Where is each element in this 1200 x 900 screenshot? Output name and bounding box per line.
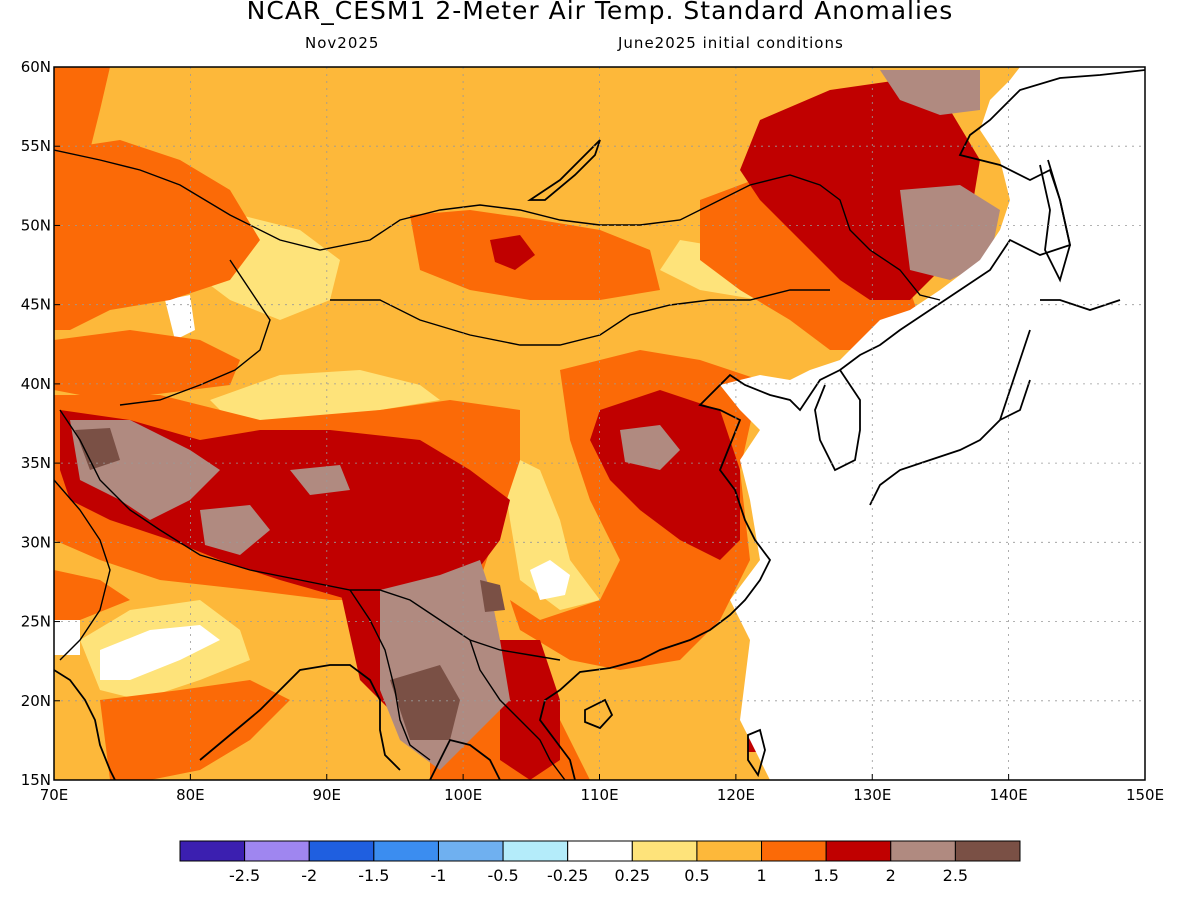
lat-tick-label: 45N — [21, 296, 51, 314]
colorbar-swatch — [179, 840, 246, 862]
colorbar-label: 0.25 — [614, 866, 650, 885]
lat-tick-label: 15N — [21, 771, 51, 789]
colorbar-label: -2.5 — [229, 866, 260, 885]
colorbar-label: -2 — [301, 866, 317, 885]
coast-india-west — [54, 669, 116, 780]
field-orange-westcentral — [54, 140, 260, 330]
field-taupe-manchuria — [900, 185, 1000, 280]
field-white-india — [100, 625, 220, 680]
colorbar-swatch — [825, 840, 892, 862]
field-yellowsea-mask — [770, 380, 820, 470]
lon-tick-label: 140E — [990, 786, 1028, 804]
lat-tick-label: 60N — [21, 58, 51, 76]
border-mongolia-china — [330, 289, 830, 346]
coast-bay-of-bengal — [199, 664, 401, 771]
lon-tick-label: 100E — [444, 786, 482, 804]
lat-tick-label: 55N — [21, 137, 51, 155]
field-taupe-tibet — [200, 505, 270, 555]
colorbar-label: -0.25 — [547, 866, 588, 885]
longitude-axis: 70E 80E 90E 100E 110E 120E 130E 140E 150E — [40, 774, 1164, 804]
coast-korea — [814, 369, 861, 472]
field-yellow-tarim — [210, 370, 440, 420]
field-yellow-china — [500, 450, 600, 610]
anomaly-field — [54, 67, 1145, 780]
colorbar-label: -1 — [430, 866, 446, 885]
field-white-china — [530, 560, 570, 600]
border-himalaya — [59, 409, 561, 661]
field-brown-myanmar — [390, 665, 460, 740]
coast-taiwan — [747, 728, 766, 778]
field-brown-myanmar2 — [480, 580, 505, 612]
border-russia-kaz-china-mongolia — [54, 149, 941, 301]
colorbar-swatch — [761, 840, 827, 862]
colorbar-label: -0.5 — [487, 866, 518, 885]
init-conditions-label: June2025 initial conditions — [618, 34, 844, 52]
colorbar-label: 0.5 — [684, 866, 709, 885]
field-brown-karakoram — [75, 428, 120, 470]
coast-asia-east — [539, 69, 1145, 780]
field-orange-kazakh-s — [54, 330, 240, 395]
lon-tick-label: 70E — [40, 786, 69, 804]
field-red-mongolia-spot — [490, 235, 535, 270]
lon-tick-label: 80E — [176, 786, 205, 804]
lon-tick-label: 90E — [312, 786, 341, 804]
colorbar-swatch — [244, 840, 310, 862]
field-taupe-okhotsk — [880, 70, 980, 115]
colorbar-label: 1 — [756, 866, 766, 885]
coastlines — [54, 69, 1145, 780]
colorbar-swatch — [437, 840, 504, 862]
coast-sakhalin — [1039, 159, 1071, 283]
colorbar-label: 1.5 — [813, 866, 838, 885]
colorbar-label: -1.5 — [358, 866, 389, 885]
field-red-laos — [500, 640, 560, 780]
colorbar-swatch — [954, 840, 1021, 862]
field-ocean-mask — [720, 67, 1145, 780]
colorbar-swatch — [567, 840, 633, 862]
colorbar-swatch — [631, 840, 698, 862]
colorbar-label: 2.5 — [943, 866, 968, 885]
colorbar-swatch — [890, 840, 956, 862]
coast-indochina — [429, 738, 501, 780]
lat-tick-label: 20N — [21, 692, 51, 710]
lon-tick-label: 150E — [1126, 786, 1164, 804]
lat-tick-label: 25N — [21, 613, 51, 631]
coast-hainan — [584, 698, 614, 730]
field-orange-indiasouth — [100, 680, 290, 780]
lat-tick-label: 50N — [21, 216, 51, 234]
chart-title: NCAR_CESM1 2-Meter Air Temp. Standard An… — [246, 0, 954, 25]
lon-tick-label: 130E — [853, 786, 891, 804]
lon-tick-label: 110E — [580, 786, 618, 804]
colorbar: -2.5 -2 -1.5 -1 -0.5 -0.25 0.25 0.5 1 1.5 2 2.5 — [179, 840, 1021, 885]
colorbar-swatch — [502, 840, 569, 862]
colorbar-swatch — [308, 840, 375, 862]
border-pakistan-india — [54, 479, 111, 661]
colorbar-label: 2 — [886, 866, 896, 885]
coast-baikal — [527, 139, 601, 201]
field-orange-manchuria — [700, 170, 920, 350]
lat-tick-label: 30N — [21, 533, 51, 551]
border-kaz-china — [119, 259, 271, 406]
country-borders — [54, 149, 941, 780]
field-white-west — [54, 620, 80, 655]
lon-tick-label: 120E — [717, 786, 755, 804]
lat-tick-label: 35N — [21, 454, 51, 472]
field-orange-india — [54, 570, 130, 620]
lat-tick-label: 40N — [21, 375, 51, 393]
colorbar-swatch — [696, 840, 763, 862]
border-laos-vietnam — [469, 639, 566, 780]
latitude-axis: 15N 20N 25N 30N 35N 40N 45N 50N 55N 60N — [21, 58, 60, 789]
field-taupe-china — [620, 425, 680, 470]
border-myanmar — [349, 589, 431, 761]
field-white-kazakh — [165, 295, 195, 340]
valid-month-label: Nov2025 — [305, 34, 380, 52]
field-taupe-tibet2 — [290, 465, 350, 495]
colorbar-swatch — [373, 840, 439, 862]
